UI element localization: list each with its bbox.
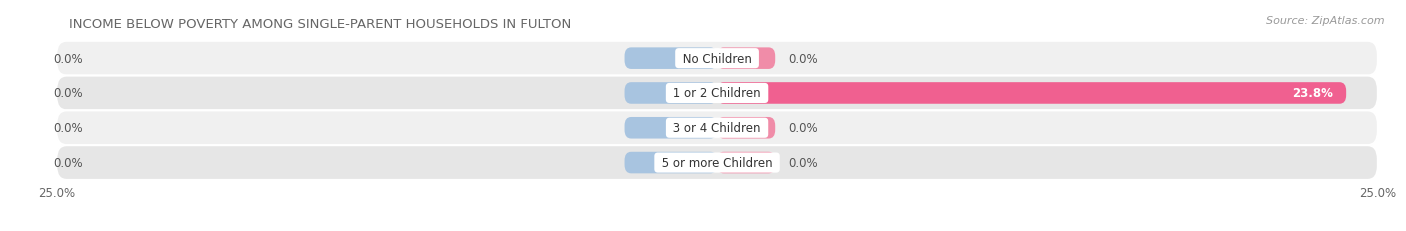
- FancyBboxPatch shape: [717, 118, 775, 139]
- FancyBboxPatch shape: [56, 146, 1378, 180]
- Text: 0.0%: 0.0%: [789, 52, 818, 65]
- FancyBboxPatch shape: [624, 118, 717, 139]
- Text: 0.0%: 0.0%: [789, 156, 818, 169]
- FancyBboxPatch shape: [717, 152, 775, 174]
- Text: 0.0%: 0.0%: [53, 156, 83, 169]
- Text: 0.0%: 0.0%: [789, 122, 818, 135]
- FancyBboxPatch shape: [56, 76, 1378, 111]
- Text: 0.0%: 0.0%: [53, 52, 83, 65]
- FancyBboxPatch shape: [624, 152, 717, 174]
- FancyBboxPatch shape: [56, 42, 1378, 76]
- FancyBboxPatch shape: [56, 111, 1378, 146]
- FancyBboxPatch shape: [624, 48, 717, 70]
- FancyBboxPatch shape: [717, 48, 775, 70]
- Text: 3 or 4 Children: 3 or 4 Children: [669, 122, 765, 135]
- Text: 1 or 2 Children: 1 or 2 Children: [669, 87, 765, 100]
- FancyBboxPatch shape: [624, 83, 717, 104]
- Text: INCOME BELOW POVERTY AMONG SINGLE-PARENT HOUSEHOLDS IN FULTON: INCOME BELOW POVERTY AMONG SINGLE-PARENT…: [69, 18, 572, 30]
- Text: 0.0%: 0.0%: [53, 87, 83, 100]
- Text: Source: ZipAtlas.com: Source: ZipAtlas.com: [1267, 16, 1385, 26]
- Text: 5 or more Children: 5 or more Children: [658, 156, 776, 169]
- Text: No Children: No Children: [679, 52, 755, 65]
- FancyBboxPatch shape: [717, 83, 1346, 104]
- Text: 23.8%: 23.8%: [1292, 87, 1333, 100]
- Text: 0.0%: 0.0%: [53, 122, 83, 135]
- Legend: Single Father, Single Mother: Single Father, Single Mother: [606, 228, 828, 231]
